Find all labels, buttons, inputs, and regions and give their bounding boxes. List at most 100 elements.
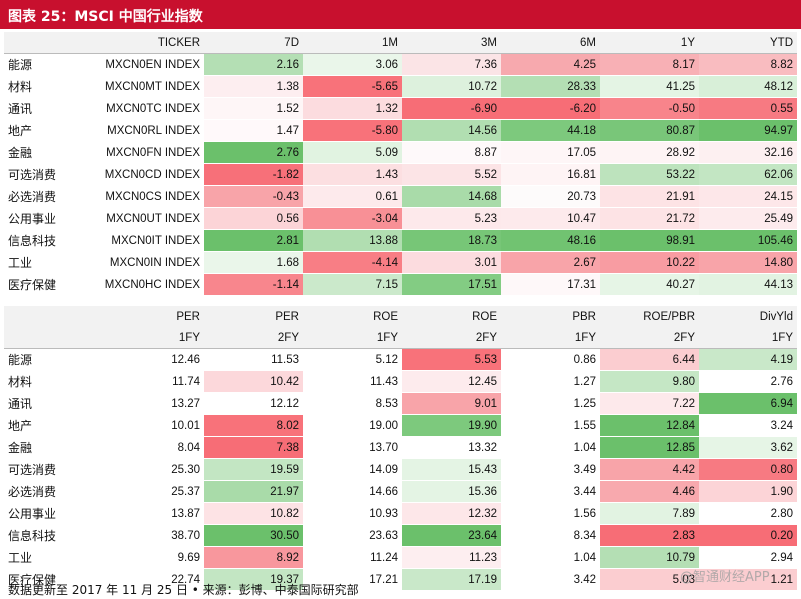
value-cell: 12.46 <box>104 348 204 371</box>
figure-title-bar: 图表 25：MSCI 中国行业指数 <box>0 0 801 29</box>
table2-header: ROE <box>402 306 501 327</box>
value-cell: 0.55 <box>699 97 797 120</box>
value-cell: 25.49 <box>699 207 797 230</box>
table-row: 材料 11.74 10.42 11.43 12.45 1.27 9.80 2.76 <box>4 370 797 393</box>
table2-subheader: 2FY <box>600 327 699 349</box>
value-cell: 17.05 <box>501 141 600 164</box>
value-cell: 4.46 <box>600 480 699 503</box>
value-cell: 23.64 <box>402 524 501 547</box>
table-row: 公用事业 13.87 10.82 10.93 12.32 1.56 7.89 2.80 <box>4 502 797 525</box>
value-cell: -5.65 <box>303 75 402 98</box>
value-cell: -1.14 <box>204 273 303 295</box>
table1-header: 1Y <box>600 32 699 54</box>
ticker-cell: MXCN0EN INDEX <box>76 53 204 76</box>
sector-name: 通讯 <box>4 392 104 415</box>
sector-name: 信息科技 <box>4 229 76 252</box>
table2-header: PER <box>204 306 303 327</box>
table-row: 地产 MXCN0RL INDEX 1.47 -5.80 14.56 44.18 80.87 9… <box>4 119 797 142</box>
value-cell: 4.25 <box>501 53 600 76</box>
sector-name: 材料 <box>4 75 76 98</box>
table-row: 能源 12.46 11.53 5.12 5.53 0.86 6.44 4.19 <box>4 348 797 371</box>
value-cell: 5.03 <box>600 568 699 590</box>
value-cell: 3.44 <box>501 480 600 503</box>
value-cell: 1.25 <box>501 392 600 415</box>
value-cell: 3.01 <box>402 251 501 274</box>
table2-subheader: 1FY <box>699 327 797 349</box>
ticker-cell: MXCN0UT INDEX <box>76 207 204 230</box>
table1-header: 7D <box>204 32 303 54</box>
value-cell: 17.19 <box>402 568 501 590</box>
value-cell: 2.83 <box>600 524 699 547</box>
table2-subheader <box>4 327 104 349</box>
table-row: 工业 MXCN0IN INDEX 1.68 -4.14 3.01 2.67 10.22 14.… <box>4 251 797 274</box>
value-cell: 13.70 <box>303 436 402 459</box>
value-cell: 0.80 <box>699 458 797 481</box>
table-row: 公用事业 MXCN0UT INDEX 0.56 -3.04 5.23 10.47 21.72… <box>4 207 797 230</box>
value-cell: -6.90 <box>402 97 501 120</box>
table-row: 信息科技 MXCN0IT INDEX 2.81 13.88 18.73 48.16 98.9… <box>4 229 797 252</box>
value-cell: 1.90 <box>699 480 797 503</box>
table2-header: PER <box>104 306 204 327</box>
value-cell: 7.36 <box>402 53 501 76</box>
value-cell: 4.42 <box>600 458 699 481</box>
value-cell: 1.04 <box>501 436 600 459</box>
value-cell: 10.47 <box>501 207 600 230</box>
sector-name: 公用事业 <box>4 207 76 230</box>
sector-name: 地产 <box>4 119 76 142</box>
value-cell: 2.16 <box>204 53 303 76</box>
value-cell: 12.12 <box>204 392 303 415</box>
value-cell: 12.85 <box>600 436 699 459</box>
value-cell: -0.43 <box>204 185 303 208</box>
value-cell: 8.04 <box>104 436 204 459</box>
value-cell: 9.80 <box>600 370 699 393</box>
value-cell: 1.43 <box>303 163 402 186</box>
value-cell: 10.82 <box>204 502 303 525</box>
value-cell: 12.84 <box>600 414 699 437</box>
value-cell: 1.55 <box>501 414 600 437</box>
table-row: 通讯 13.27 12.12 8.53 9.01 1.25 7.22 6.94 <box>4 392 797 415</box>
table2-subheader: 1FY <box>303 327 402 349</box>
value-cell: 8.82 <box>699 53 797 76</box>
value-cell: 1.21 <box>699 568 797 590</box>
value-cell: 13.27 <box>104 392 204 415</box>
ticker-cell: MXCN0RL INDEX <box>76 119 204 142</box>
table2-header: PBR <box>501 306 600 327</box>
watermark: @智通财经APP <box>680 570 770 585</box>
ticker-cell: MXCN0CS INDEX <box>76 185 204 208</box>
sector-name: 通讯 <box>4 97 76 120</box>
ticker-cell: MXCN0FN INDEX <box>76 141 204 164</box>
value-cell: 8.17 <box>600 53 699 76</box>
table1-header: 6M <box>501 32 600 54</box>
value-cell: 2.76 <box>699 370 797 393</box>
value-cell: 25.30 <box>104 458 204 481</box>
table2-subheader: 1FY <box>501 327 600 349</box>
ticker-cell: MXCN0TC INDEX <box>76 97 204 120</box>
sector-name: 地产 <box>4 414 104 437</box>
msci-index-performance-table: TICKER 7D 1M 3M 6M 1Y YTD 能源 MXCN0EN INDE… <box>4 32 797 295</box>
value-cell: 1.56 <box>501 502 600 525</box>
value-cell: 1.04 <box>501 546 600 569</box>
value-cell: 11.23 <box>402 546 501 569</box>
value-cell: 11.74 <box>104 370 204 393</box>
value-cell: 12.32 <box>402 502 501 525</box>
value-cell: 4.19 <box>699 348 797 371</box>
value-cell: 5.52 <box>402 163 501 186</box>
value-cell: -3.04 <box>303 207 402 230</box>
value-cell: 3.06 <box>303 53 402 76</box>
value-cell: 2.94 <box>699 546 797 569</box>
table-row: 医疗保健 22.74 19.37 17.21 17.19 3.42 5.03 1.21 <box>4 568 797 590</box>
value-cell: 6.44 <box>600 348 699 371</box>
sector-name: 医疗保健 <box>4 273 76 295</box>
ticker-cell: MXCN0IN INDEX <box>76 251 204 274</box>
value-cell: 14.68 <box>402 185 501 208</box>
table1-header: TICKER <box>76 32 204 54</box>
value-cell: -1.82 <box>204 163 303 186</box>
value-cell: 18.73 <box>402 229 501 252</box>
value-cell: -6.20 <box>501 97 600 120</box>
table-row: 可选消费 25.30 19.59 14.09 15.43 3.49 4.42 0.80 <box>4 458 797 481</box>
value-cell: 17.31 <box>501 273 600 295</box>
value-cell: 19.59 <box>204 458 303 481</box>
table-row: 工业 9.69 8.92 11.24 11.23 1.04 10.79 2.94 <box>4 546 797 569</box>
sector-name: 能源 <box>4 53 76 76</box>
value-cell: 53.22 <box>600 163 699 186</box>
